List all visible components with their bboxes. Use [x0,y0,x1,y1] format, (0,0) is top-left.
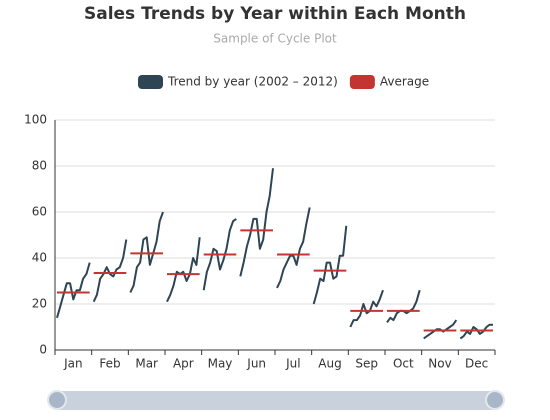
y-tick-label: 20 [32,297,47,311]
chart-title: Sales Trends by Year within Each Month [84,4,466,24]
slider-handle[interactable] [47,390,67,410]
x-tick-label: Apr [173,357,194,371]
x-tick-label: Jun [246,357,266,371]
x-tick-label: May [208,357,233,371]
x-tick-label: Aug [318,357,341,371]
y-tick-label: 0 [39,343,47,357]
x-tick-label: Oct [393,357,414,371]
x-tick-label: Jul [285,357,300,371]
slider-handle[interactable] [485,390,505,410]
y-tick-label: 100 [24,113,47,127]
trend-line [239,168,274,277]
trend-line [423,319,458,340]
trend-line [386,289,421,323]
x-tick-label: Dec [465,357,488,371]
y-tick-label: 80 [32,159,47,173]
x-tick-label: Jan [63,357,83,371]
legend-swatch [138,75,163,89]
trend-line [92,239,128,303]
legend-label: Trend by year (2002 – 2012) [167,75,338,89]
slider-track [55,391,497,410]
chart-subtitle: Sample of Cycle Plot [213,32,337,46]
x-tick-label: Sep [355,357,378,371]
trend-line [202,218,237,291]
x-tick-label: Mar [135,357,158,371]
y-tick-label: 40 [32,251,47,265]
trend-line [129,211,164,293]
legend-label: Average [380,75,429,89]
trend-line [56,262,91,319]
legend-swatch [349,75,375,89]
y-tick-label: 60 [32,205,47,219]
x-tick-label: Nov [428,357,451,371]
trend-line [166,237,201,303]
x-tick-label: Feb [99,357,120,371]
trend-line [312,225,348,305]
trend-line [349,289,384,328]
slider[interactable] [47,390,505,410]
trend-line [459,323,493,340]
trend-line [276,207,311,289]
